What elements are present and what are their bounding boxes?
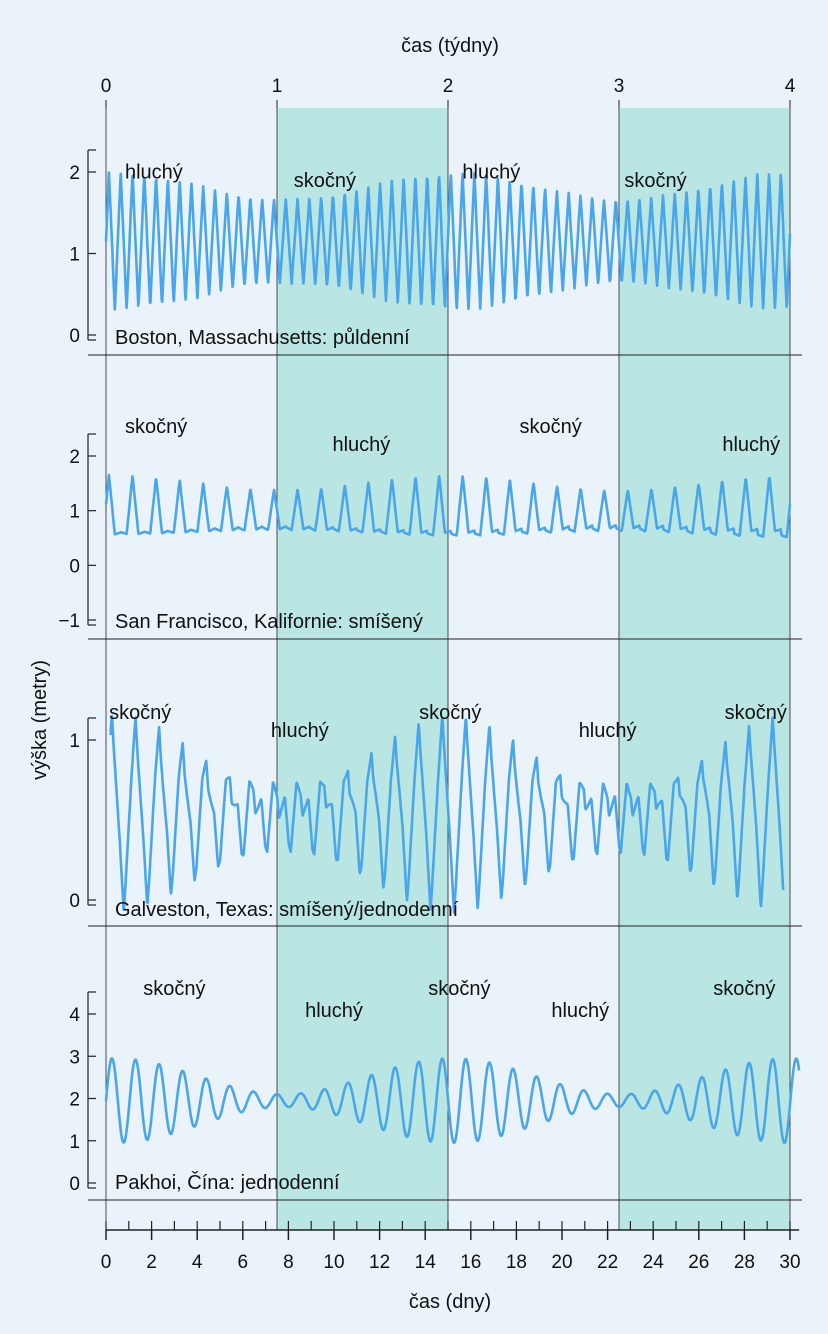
panel-caption: Pakhoi, Čína: jednodenní [115, 1171, 340, 1194]
bottom-tick-label: 2 [146, 1252, 157, 1273]
annotation-skočný: skočný [419, 702, 481, 724]
y-tick-label: 3 [69, 1047, 80, 1068]
y-tick-label: 0 [69, 1174, 80, 1195]
y-tick-label: 1 [69, 731, 80, 752]
y-tick-label: 0 [69, 326, 80, 347]
annotation-skočný: skočný [624, 170, 686, 192]
annotation-skočný: skočný [428, 978, 490, 1000]
panel-caption: San Francisco, Kalifornie: smíšený [115, 611, 423, 633]
annotation-skočný: skočný [725, 702, 787, 724]
annotation-hluchý: hluchý [722, 434, 780, 456]
annotation-hluchý: hluchý [271, 720, 329, 742]
bottom-tick-label: 16 [460, 1252, 481, 1273]
y-tick-label: 1 [69, 502, 80, 523]
y-tick-label: 4 [69, 1005, 80, 1026]
annotation-hluchý: hluchý [125, 161, 183, 183]
tide-series [104, 171, 801, 1145]
annotation-hluchý: hluchý [579, 720, 637, 742]
series-line-2 [104, 473, 792, 539]
bottom-tick-label: 26 [688, 1252, 709, 1273]
annotation-skočný: skočný [125, 416, 187, 438]
y-tick-label: 0 [69, 556, 80, 577]
series-line-4 [104, 1057, 801, 1145]
top-tick-label: 1 [272, 76, 283, 97]
bottom-tick-label: 30 [779, 1252, 800, 1273]
bottom-tick-label: 8 [283, 1252, 294, 1273]
bottom-tick-label: 0 [101, 1252, 112, 1273]
annotation-hluchý: hluchý [462, 161, 520, 183]
bottom-tick-label: 18 [506, 1252, 527, 1273]
series-line-1 [104, 171, 792, 311]
panel-caption: Galveston, Texas: smíšený/jednodenní [115, 899, 459, 921]
bottom-tick-label: 28 [734, 1252, 755, 1273]
panel-caption: Boston, Massachusetts: půldenní [115, 327, 410, 349]
annotation-hluchý: hluchý [332, 434, 390, 456]
top-axis-title: čas (týdny) [401, 35, 499, 57]
top-tick-label: 3 [614, 76, 625, 97]
bottom-tick-label: 20 [551, 1252, 572, 1273]
annotation-skočný: skočný [143, 978, 205, 1000]
bottom-tick-label: 4 [192, 1252, 203, 1273]
bottom-tick-label: 22 [597, 1252, 618, 1273]
bottom-tick-label: 24 [643, 1252, 665, 1273]
bottom-tick-label: 6 [238, 1252, 249, 1273]
y-tick-label: −1 [58, 611, 80, 632]
annotation-hluchý: hluchý [305, 1000, 363, 1022]
top-tick-label: 0 [101, 76, 112, 97]
annotation-skočný: skočný [294, 170, 356, 192]
annotation-hluchý: hluchý [551, 1000, 609, 1022]
bottom-tick-label: 14 [415, 1252, 437, 1273]
top-tick-label: 2 [443, 76, 454, 97]
top-tick-label: 4 [785, 76, 796, 97]
y-tick-label: 1 [69, 245, 80, 266]
bottom-axis-title: čas (dny) [409, 1291, 491, 1313]
y-tick-label: 2 [69, 1090, 80, 1111]
y-tick-label: 1 [69, 1132, 80, 1153]
series-line-3 [109, 714, 785, 915]
axes [87, 100, 802, 1240]
annotation-skočný: skočný [519, 416, 581, 438]
y-tick-label: 2 [69, 447, 80, 468]
y-tick-label: 0 [69, 891, 80, 912]
y-axis-title: výška (metry) [29, 660, 51, 780]
annotation-skočný: skočný [109, 702, 171, 724]
bottom-tick-label: 12 [369, 1252, 390, 1273]
annotation-skočný: skočný [713, 978, 775, 1000]
y-tick-label: 2 [69, 163, 80, 184]
bottom-tick-label: 10 [323, 1252, 344, 1273]
shaded-week-bands [277, 108, 790, 1230]
